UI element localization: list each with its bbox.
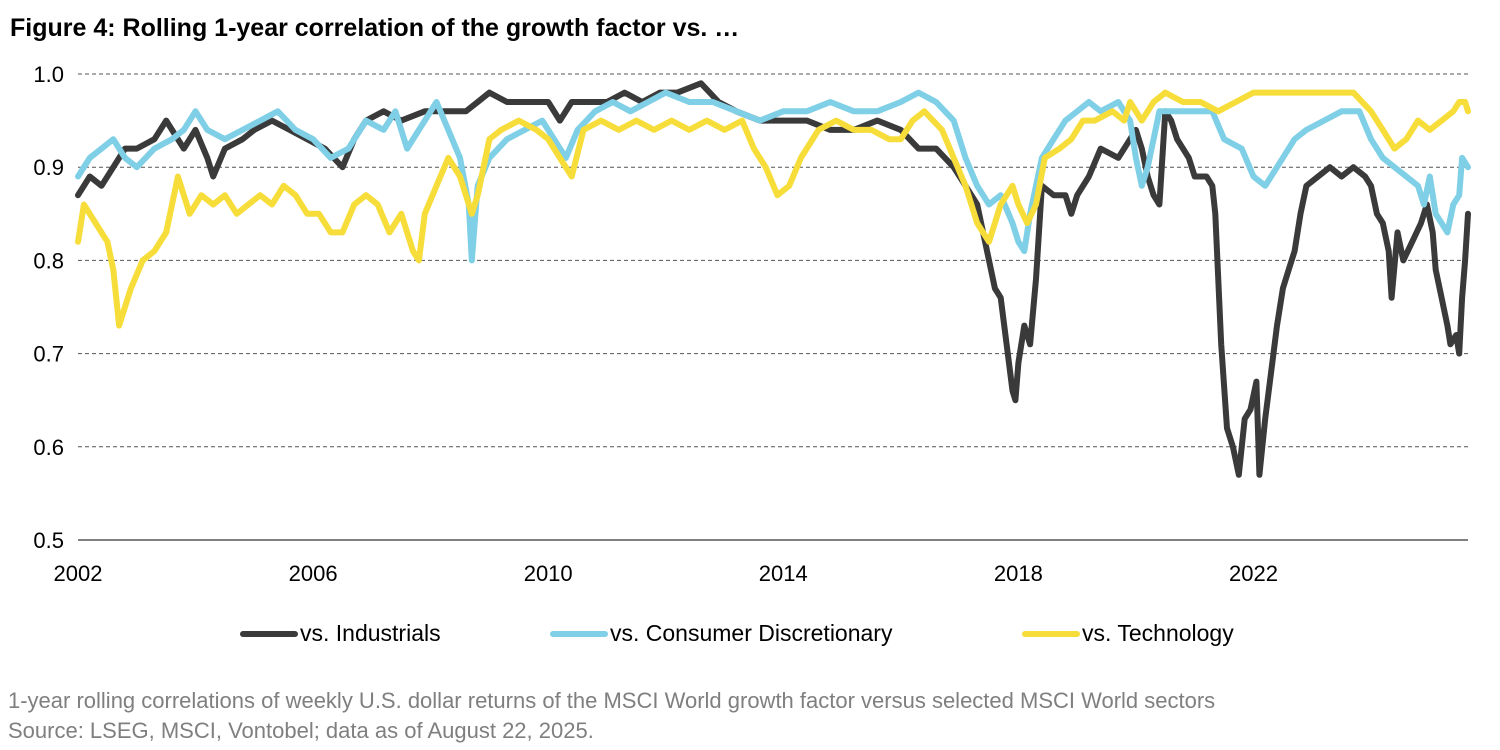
y-tick-label: 0.7 [33,342,64,367]
y-tick-label: 0.5 [33,528,64,553]
x-tick-label: 2014 [759,561,808,586]
chart-title: Figure 4: Rolling 1-year correlation of … [10,14,740,42]
series-line-consumer-discretionary [75,89,1471,264]
series-line-technology [75,89,1471,329]
legend-swatch-industrials [240,630,298,637]
x-tick-label: 2018 [994,561,1043,586]
x-tick-label: 2006 [289,561,338,586]
x-tick-label: 2002 [54,561,103,586]
legend-swatch-technology [1022,630,1080,637]
legend-label-technology: vs. Technology [1082,620,1234,646]
y-tick-label: 0.6 [33,435,64,460]
series-line-industrials [75,80,1471,478]
x-tick-label: 2010 [524,561,573,586]
legend-label-consumer-discretionary: vs. Consumer Discretionary [610,620,893,646]
chart-source: Source: LSEG, MSCI, Vontobel; data as of… [8,718,594,743]
y-tick-label: 1.0 [33,62,64,87]
legend-item-industrials: vs. Industrials [240,620,441,647]
y-tick-label: 0.9 [33,155,64,180]
line-chart: 0.5 0.6 0.7 0.8 0.9 1.0 2002 2006 2010 2014 2018 20… [33,62,1471,586]
legend-item-technology: vs. Technology [1022,620,1234,647]
chart-legend: vs. Industrials vs. Consumer Discretiona… [0,620,1500,654]
legend-item-consumer-discretionary: vs. Consumer Discretionary [550,620,892,647]
x-tick-label: 2022 [1229,561,1278,586]
chart-footnote: 1-year rolling correlations of weekly U.… [8,688,1216,713]
legend-swatch-consumer-discretionary [550,630,608,637]
legend-label-industrials: vs. Industrials [300,620,441,646]
y-tick-label: 0.8 [33,248,64,273]
